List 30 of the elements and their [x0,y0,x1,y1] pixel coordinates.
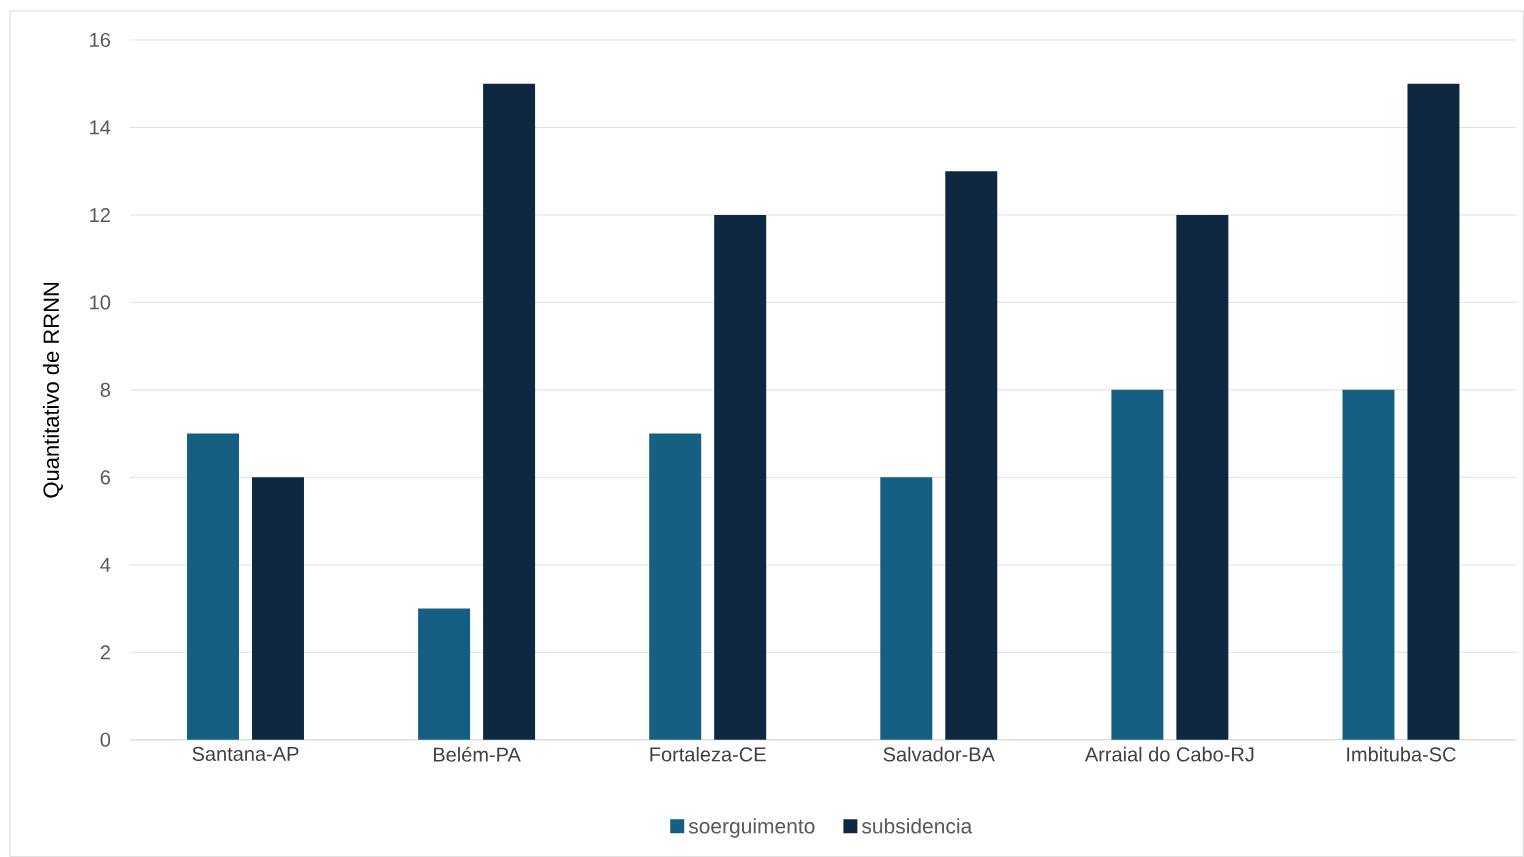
bar [252,477,304,740]
x-tick-label: Salvador-BA [883,746,995,762]
y-tick-label: 8 [100,382,111,397]
x-tick-label: Belém-PA [433,746,521,762]
bar [880,477,933,740]
y-tick-label: 4 [100,557,111,572]
y-tick-label: 2 [100,645,110,660]
y-tick-label: 10 [90,295,111,310]
x-tick-label: Arraial do Cabo-RJ [1084,746,1254,762]
bar [945,171,998,740]
y-tick-label: 16 [90,32,111,47]
bar [1176,214,1229,740]
bar [649,433,702,740]
y-tick-label: 12 [90,207,110,222]
bar [187,433,240,740]
y-axis-title: Quantitativo de RRNN [42,282,63,498]
y-tick-label: 6 [100,470,111,485]
bar [714,214,767,740]
bar [418,608,471,740]
legend-label: subsidencia [861,818,973,834]
x-tick-label: Santana-AP [192,746,299,761]
bar [1111,389,1164,740]
bar [483,83,536,740]
y-tick-label: 14 [90,120,111,135]
y-tick-label: 0 [100,732,111,747]
x-tick-label: Imbituba-SC [1347,746,1456,762]
x-tick-label: Fortaleza-CE [650,746,766,762]
legend-label: soerguimento [688,818,815,838]
bar [1407,83,1460,740]
bar [1342,389,1395,740]
